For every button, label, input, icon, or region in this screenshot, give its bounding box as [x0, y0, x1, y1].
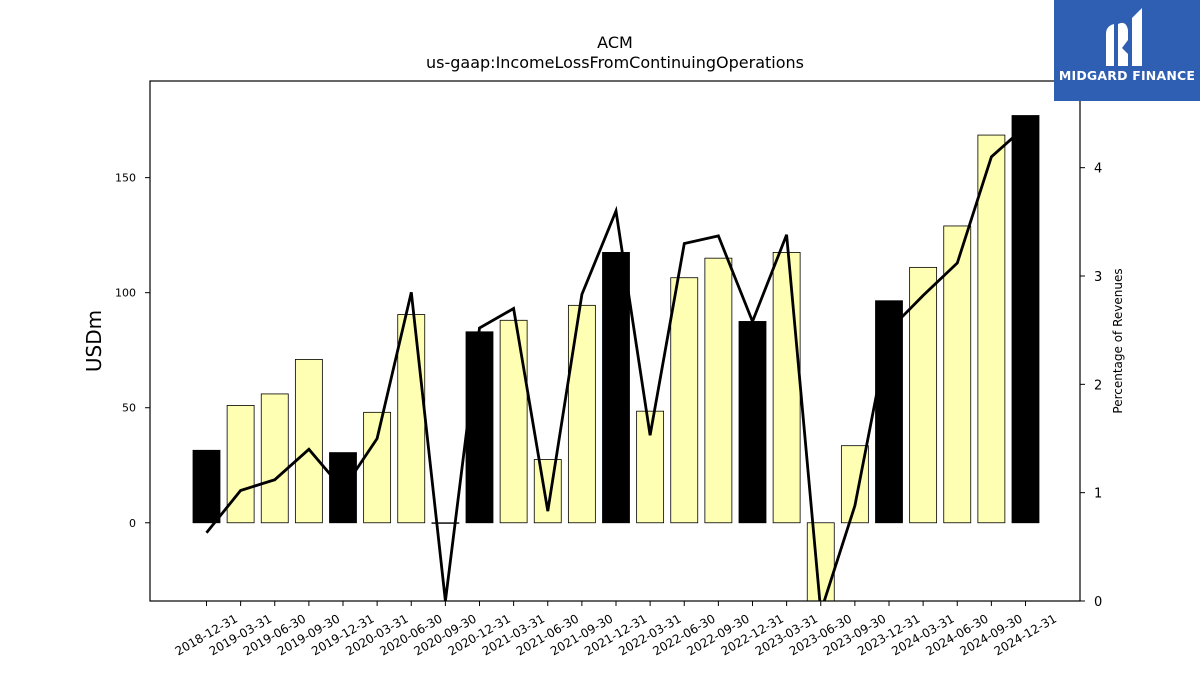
right-y-axis: 0 1 2 3 4 — [1080, 162, 1102, 610]
bar-2023-03-31 — [772, 252, 801, 524]
brand-logo: MIDGARD FINANCE — [1054, 0, 1200, 101]
brand-name: MIDGARD FINANCE — [1058, 68, 1196, 83]
bar-2024-06-30 — [943, 225, 972, 524]
bar-2022-09-30 — [704, 257, 733, 524]
bar-2021-03-31 — [499, 319, 528, 524]
bar-2019-03-31 — [226, 405, 255, 524]
chart-subtitle: us-gaap:IncomeLossFromContinuingOperatio… — [426, 53, 804, 72]
bar-2018-12-31 — [192, 449, 221, 524]
y2-tick-label: 0 — [1094, 595, 1102, 610]
bar-2019-09-30 — [294, 359, 323, 524]
bar-2020-09-30 — [431, 522, 460, 524]
y2-tick-label: 4 — [1094, 162, 1102, 177]
y2-tick-label: 1 — [1094, 487, 1102, 502]
bar-2021-09-30 — [567, 304, 596, 524]
bar-2024-03-31 — [909, 266, 938, 524]
bar-2020-12-31 — [465, 331, 494, 524]
bar-2024-09-30 — [977, 134, 1006, 524]
midgard-mountain-logo-icon — [1106, 8, 1142, 66]
y2-tick-label: 2 — [1094, 378, 1102, 393]
bar-2021-12-31 — [602, 252, 630, 524]
chart-title: ACM — [597, 33, 633, 52]
bar-2020-03-31 — [363, 411, 392, 524]
bar-2019-06-30 — [260, 393, 289, 524]
bar-2023-12-31 — [875, 300, 903, 524]
y-tick-label: 50 — [122, 402, 136, 415]
percentage-line — [205, 125, 1027, 601]
bar-2021-06-30 — [533, 459, 562, 524]
y-tick-label: 0 — [129, 517, 136, 530]
y-tick-label: 150 — [115, 172, 136, 185]
bar-2024-12-31 — [1011, 115, 1040, 524]
bar-2022-12-31 — [738, 321, 767, 524]
bar-2023-06-30 — [806, 522, 835, 601]
bar-2022-06-30 — [670, 277, 699, 524]
bar-2020-06-30 — [397, 314, 426, 524]
y-axis-label: USDm — [82, 310, 106, 372]
y2-tick-label: 3 — [1094, 270, 1102, 285]
plot-area — [192, 115, 1040, 601]
left-y-axis: 0 50 100 150 — [115, 172, 150, 530]
y-tick-label: 100 — [115, 287, 136, 300]
x-axis: 2018-12-312019-03-312019-06-302019-09-30… — [173, 601, 1059, 658]
plot-frame — [149, 80, 1081, 602]
y2-axis-label: Percentage of Revenues — [1111, 268, 1125, 413]
